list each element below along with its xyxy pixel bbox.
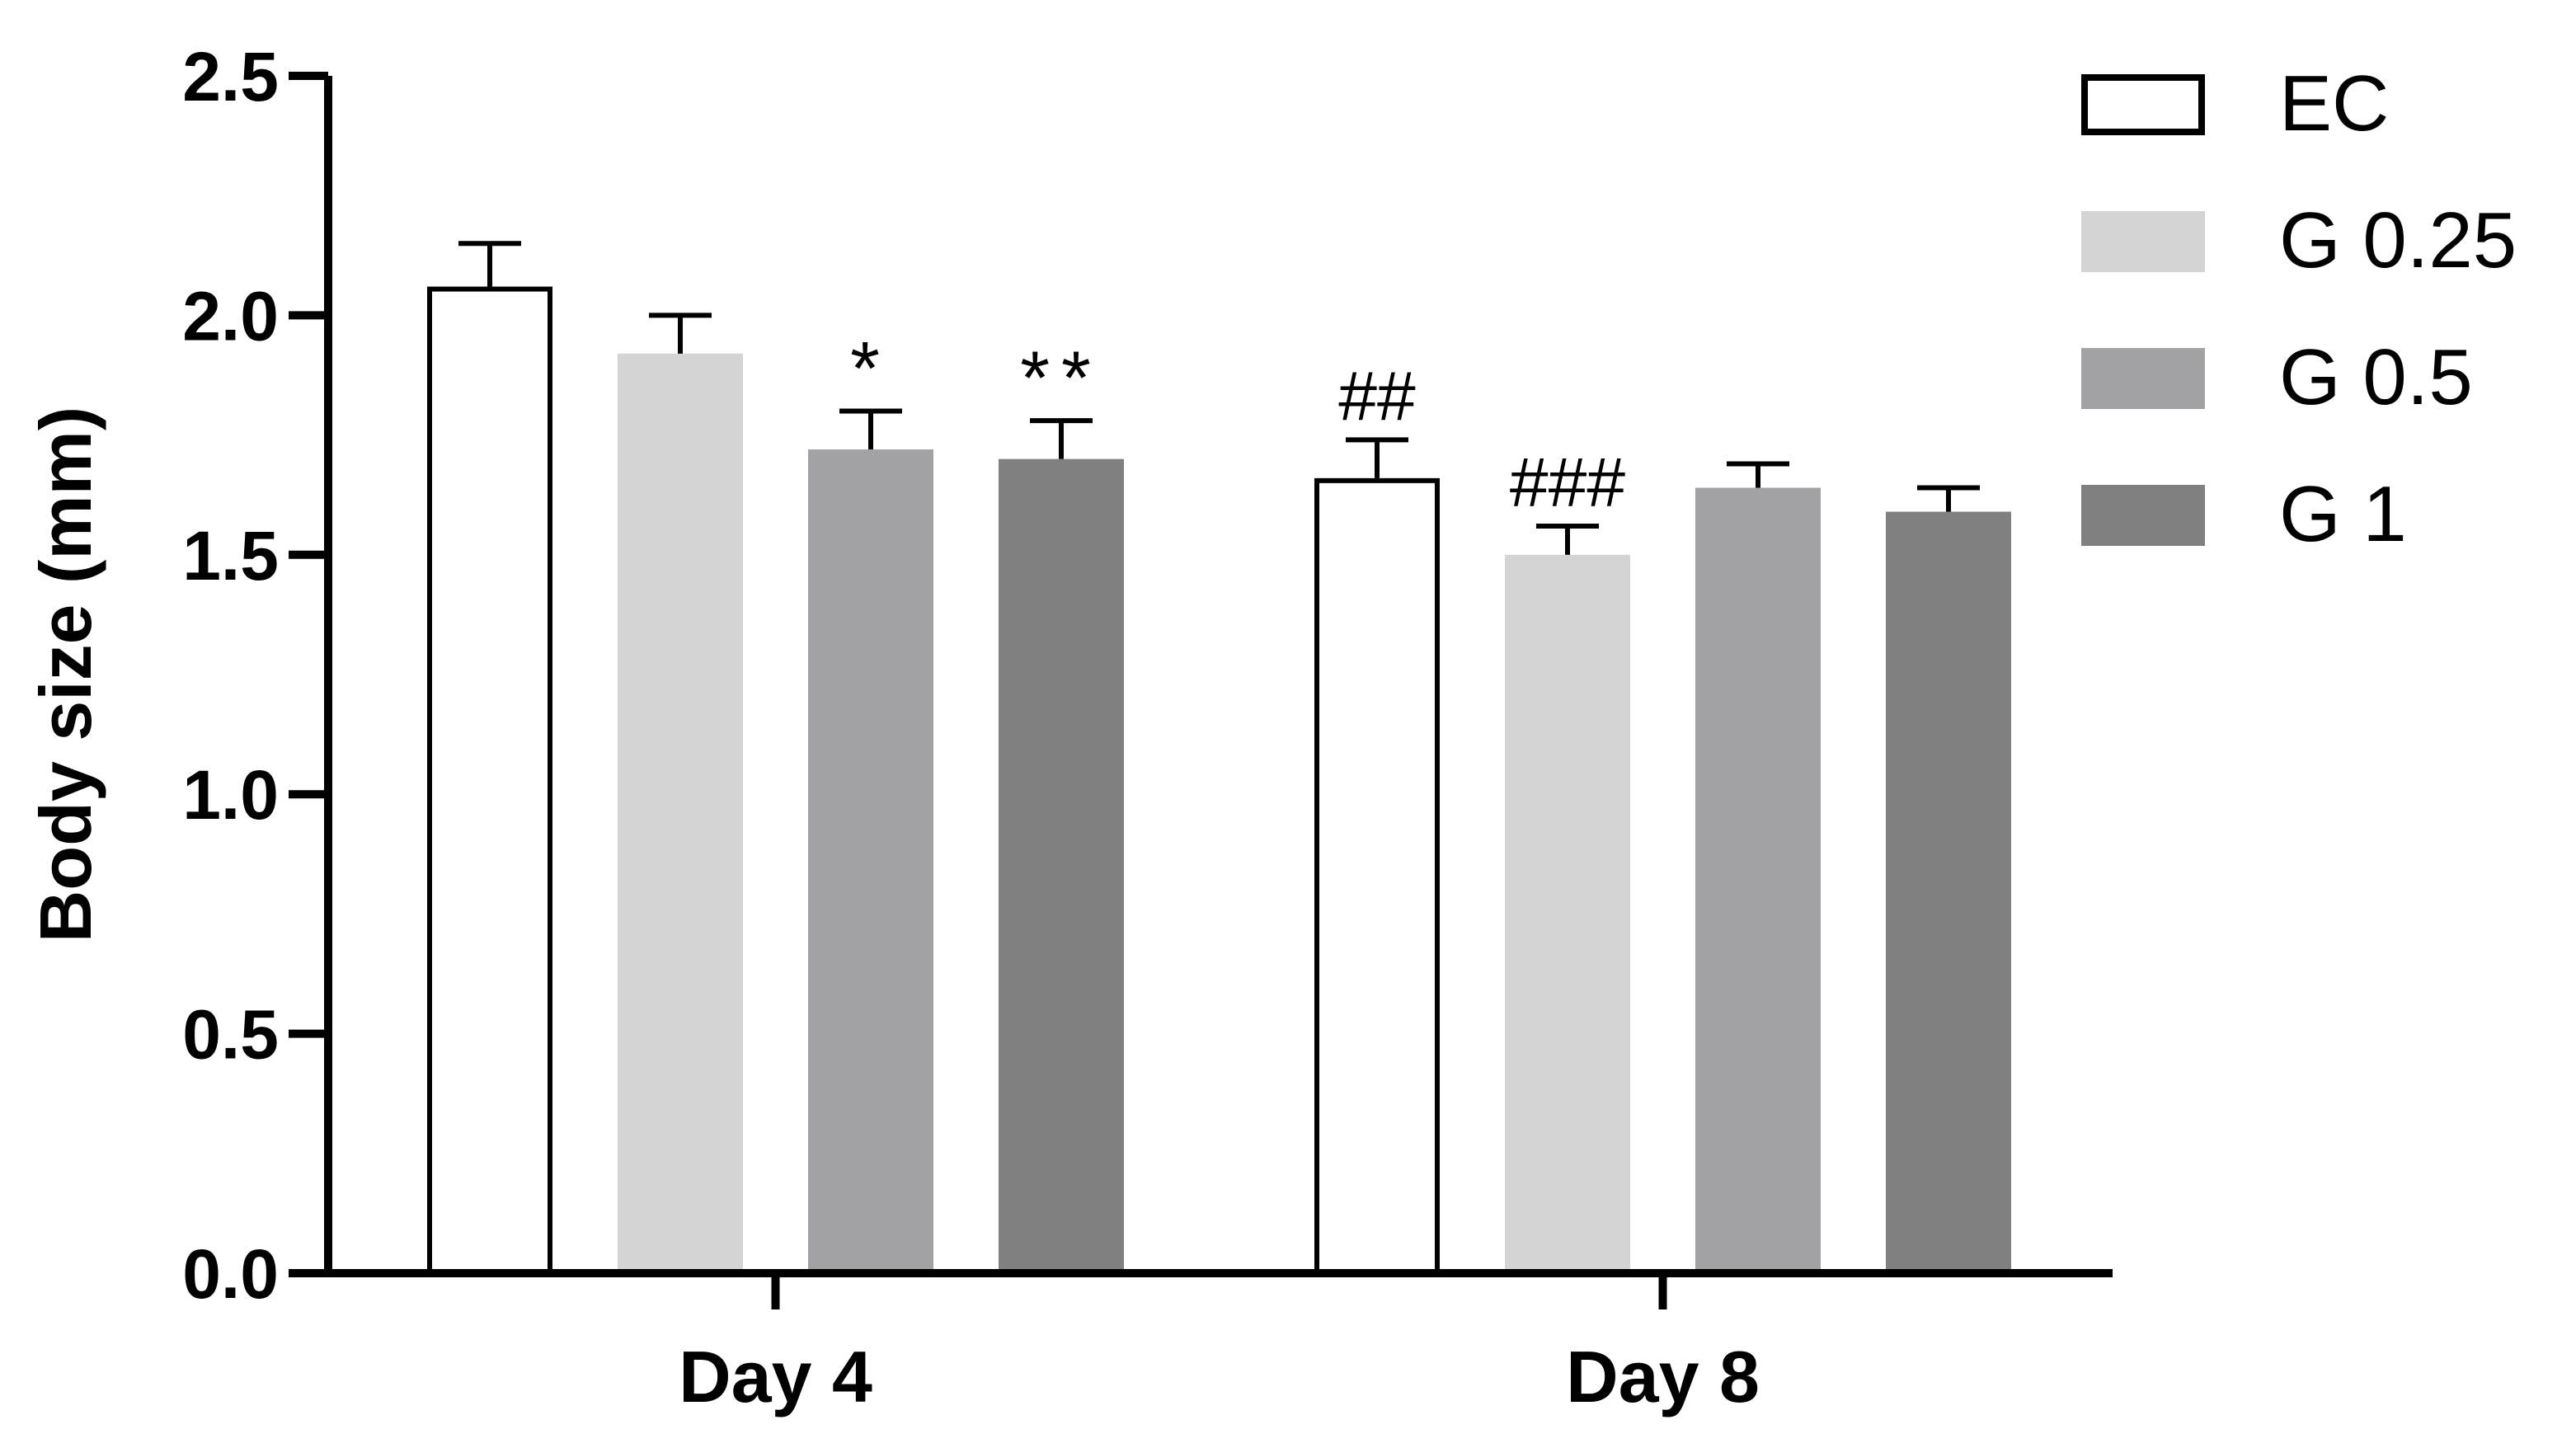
legend-swatch bbox=[2081, 74, 2205, 135]
y-tick-label: 0.0 bbox=[182, 1235, 279, 1313]
bar bbox=[1886, 511, 2011, 1273]
y-tick-label: 1.0 bbox=[182, 756, 279, 834]
significance-label: * bbox=[850, 327, 891, 411]
x-tick-label: Day 8 bbox=[1566, 1336, 1760, 1417]
x-tick-label: Day 4 bbox=[679, 1336, 872, 1417]
legend-label: G 0.25 bbox=[2279, 196, 2517, 284]
y-tick-label: 2.0 bbox=[182, 277, 279, 355]
significance-label: ** bbox=[1020, 336, 1102, 421]
axes-layer bbox=[289, 76, 2113, 1277]
x-ticks-layer: Day 4 Day 8 bbox=[679, 1273, 1760, 1417]
significance-label: ### bbox=[1510, 444, 1625, 521]
significance-label: ## bbox=[1338, 357, 1416, 435]
legend-label: G 0.5 bbox=[2279, 333, 2473, 421]
bar bbox=[1505, 554, 1630, 1273]
y-tick-label: 1.5 bbox=[182, 517, 279, 595]
bar bbox=[999, 458, 1124, 1273]
legend-swatch bbox=[2081, 211, 2205, 272]
legend-label: G 1 bbox=[2279, 470, 2407, 558]
bar bbox=[1695, 487, 1821, 1273]
bar bbox=[808, 449, 933, 1273]
y-tick-label: 2.5 bbox=[182, 38, 279, 115]
legend-label: EC bbox=[2279, 59, 2389, 148]
y-tick-label: 0.5 bbox=[182, 996, 279, 1074]
bar bbox=[618, 353, 743, 1273]
legend-swatch bbox=[2081, 485, 2205, 546]
y-axis-label: Body size (mm) bbox=[25, 407, 106, 943]
y-ticks-layer: 0.0 0.5 1.0 1.5 2.0 2.5 bbox=[182, 38, 328, 1313]
bar bbox=[427, 286, 552, 1276]
bar bbox=[1314, 477, 1440, 1276]
error-bars-layer bbox=[458, 241, 1980, 555]
legend: EC G 0.25 G 0.5 G 1 bbox=[2081, 59, 2517, 558]
legend-swatch bbox=[2081, 348, 2205, 409]
bars-layer bbox=[427, 286, 2011, 1276]
annotations-layer: #####* ** bbox=[850, 327, 1625, 521]
